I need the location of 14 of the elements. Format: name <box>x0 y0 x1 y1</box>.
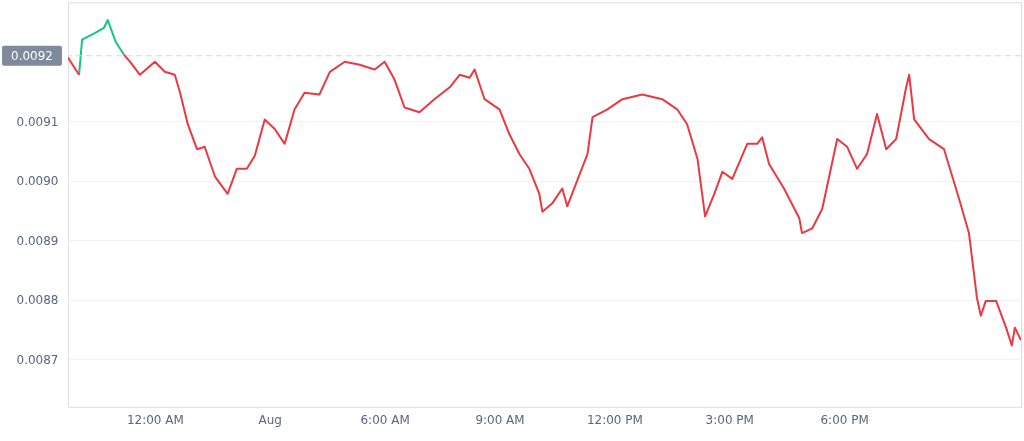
x-tick-label: 6:00 AM <box>360 413 410 428</box>
y-tick-label: 0.0091 <box>16 114 59 129</box>
x-tick-label: 6:00 PM <box>820 413 869 428</box>
x-tick-label: 12:00 PM <box>586 413 643 428</box>
y-tick-label: 0.0090 <box>16 174 59 189</box>
ref-line-label: 0.0092 <box>11 48 53 63</box>
x-tick-label: 12:00 AM <box>126 413 184 428</box>
x-tick-label: 9:00 AM <box>475 413 525 428</box>
line-series <box>78 19 125 76</box>
y-tick-label: 0.0088 <box>16 293 59 308</box>
x-tick-label: 3:00 PM <box>705 413 754 428</box>
y-tick-label: 0.0089 <box>16 233 59 248</box>
y-tick-label: 0.0087 <box>16 352 59 367</box>
x-tick-label: Aug <box>258 413 282 428</box>
